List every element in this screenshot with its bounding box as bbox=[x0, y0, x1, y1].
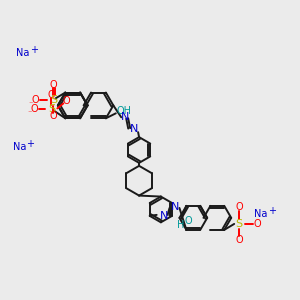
Text: S: S bbox=[236, 219, 243, 229]
Text: O: O bbox=[50, 111, 57, 121]
Text: N: N bbox=[130, 124, 138, 134]
Text: +: + bbox=[30, 45, 38, 55]
Text: S: S bbox=[48, 104, 55, 114]
Text: +: + bbox=[268, 206, 276, 216]
Text: O: O bbox=[31, 104, 38, 114]
Text: Na: Na bbox=[16, 48, 30, 58]
Text: OH: OH bbox=[116, 106, 131, 116]
Text: N: N bbox=[159, 211, 168, 221]
Text: O: O bbox=[235, 235, 243, 245]
Text: O: O bbox=[253, 219, 261, 229]
Text: H: H bbox=[177, 220, 184, 230]
Text: O: O bbox=[48, 89, 55, 100]
Text: O: O bbox=[32, 95, 39, 106]
Text: Na: Na bbox=[13, 142, 26, 152]
Text: O: O bbox=[62, 96, 70, 106]
Text: S: S bbox=[50, 95, 57, 106]
Text: N: N bbox=[171, 202, 180, 212]
Text: O: O bbox=[50, 80, 57, 90]
Text: N: N bbox=[121, 112, 129, 122]
Text: O: O bbox=[235, 202, 243, 212]
Text: ⁻: ⁻ bbox=[27, 108, 32, 117]
Text: ⁻: ⁻ bbox=[28, 99, 33, 108]
Text: +: + bbox=[26, 139, 34, 149]
Text: Na: Na bbox=[254, 209, 268, 219]
Text: O: O bbox=[184, 216, 192, 226]
